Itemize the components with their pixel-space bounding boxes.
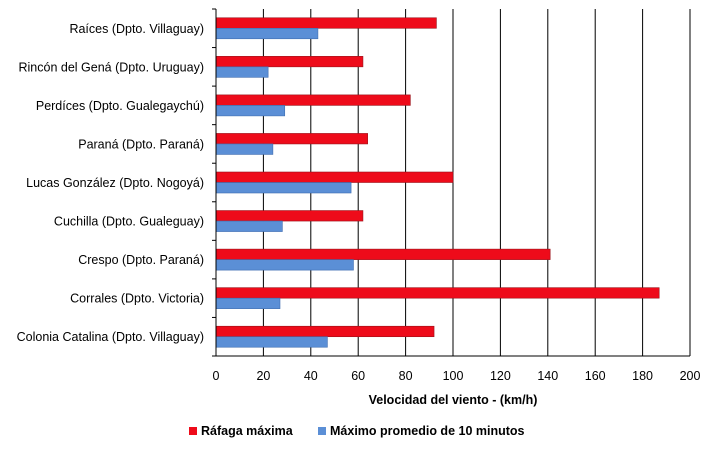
x-tick-label: 100 <box>443 369 464 383</box>
bar-rafaga-maxima <box>215 133 368 145</box>
category-label: Colonia Catalina (Dpto. Villaguay) <box>17 330 204 344</box>
bar-rafaga-maxima <box>215 56 364 68</box>
bars <box>215 17 660 348</box>
legend-swatch-promedio <box>318 427 326 435</box>
bar-promedio-10-minutos <box>215 105 286 117</box>
x-tick-label: 80 <box>399 369 413 383</box>
x-tick-label: 40 <box>304 369 318 383</box>
category-label: Corrales (Dpto. Victoria) <box>70 292 204 306</box>
category-labels: Raíces (Dpto. Villaguay) Rincón del Gená … <box>17 22 204 344</box>
category-label: Rincón del Gená (Dpto. Uruguay) <box>18 60 204 74</box>
bar-rafaga-maxima <box>215 210 364 222</box>
bar-promedio-10-minutos <box>215 259 354 271</box>
axes <box>212 8 690 357</box>
category-label: Raíces (Dpto. Villaguay) <box>69 22 204 36</box>
bar-promedio-10-minutos <box>215 143 274 155</box>
bar-rafaga-maxima <box>215 94 411 106</box>
legend-label-promedio: Máximo promedio de 10 minutos <box>330 424 525 438</box>
category-label: Crespo (Dpto. Paraná) <box>78 253 204 267</box>
x-tick-label: 120 <box>490 369 511 383</box>
x-tick-label: 180 <box>632 369 653 383</box>
x-tick-labels: 0 20 40 60 80 100 120 140 160 180 200 <box>213 369 701 383</box>
category-label: Perdíces (Dpto. Gualegaychú) <box>36 99 204 113</box>
legend-swatch-rafaga <box>189 427 197 435</box>
x-tick-label: 140 <box>537 369 558 383</box>
bar-promedio-10-minutos <box>215 220 283 232</box>
category-label: Lucas González (Dpto. Nogoyá) <box>26 176 204 190</box>
bar-promedio-10-minutos <box>215 297 281 309</box>
bar-rafaga-maxima <box>215 325 435 338</box>
bar-promedio-10-minutos <box>215 27 319 40</box>
bar-rafaga-maxima <box>215 17 437 29</box>
legend: Ráfaga máxima Máximo promedio de 10 minut… <box>189 424 525 438</box>
category-label: Cuchilla (Dpto. Gualeguay) <box>54 215 204 229</box>
bar-promedio-10-minutos <box>215 182 352 194</box>
bar-rafaga-maxima <box>215 171 454 183</box>
x-tick-label: 160 <box>585 369 606 383</box>
x-tick-label: 20 <box>256 369 270 383</box>
x-tick-label: 0 <box>213 369 220 383</box>
bar-rafaga-maxima <box>215 248 551 260</box>
category-label: Paraná (Dpto. Paraná) <box>78 137 204 151</box>
bar-promedio-10-minutos <box>215 336 328 348</box>
bar-rafaga-maxima <box>215 287 660 299</box>
x-tick-label: 60 <box>351 369 365 383</box>
bar-promedio-10-minutos <box>215 66 269 78</box>
legend-label-rafaga: Ráfaga máxima <box>201 424 294 438</box>
x-axis-title: Velocidad del viento - (km/h) <box>369 393 538 407</box>
x-tick-label: 200 <box>680 369 701 383</box>
